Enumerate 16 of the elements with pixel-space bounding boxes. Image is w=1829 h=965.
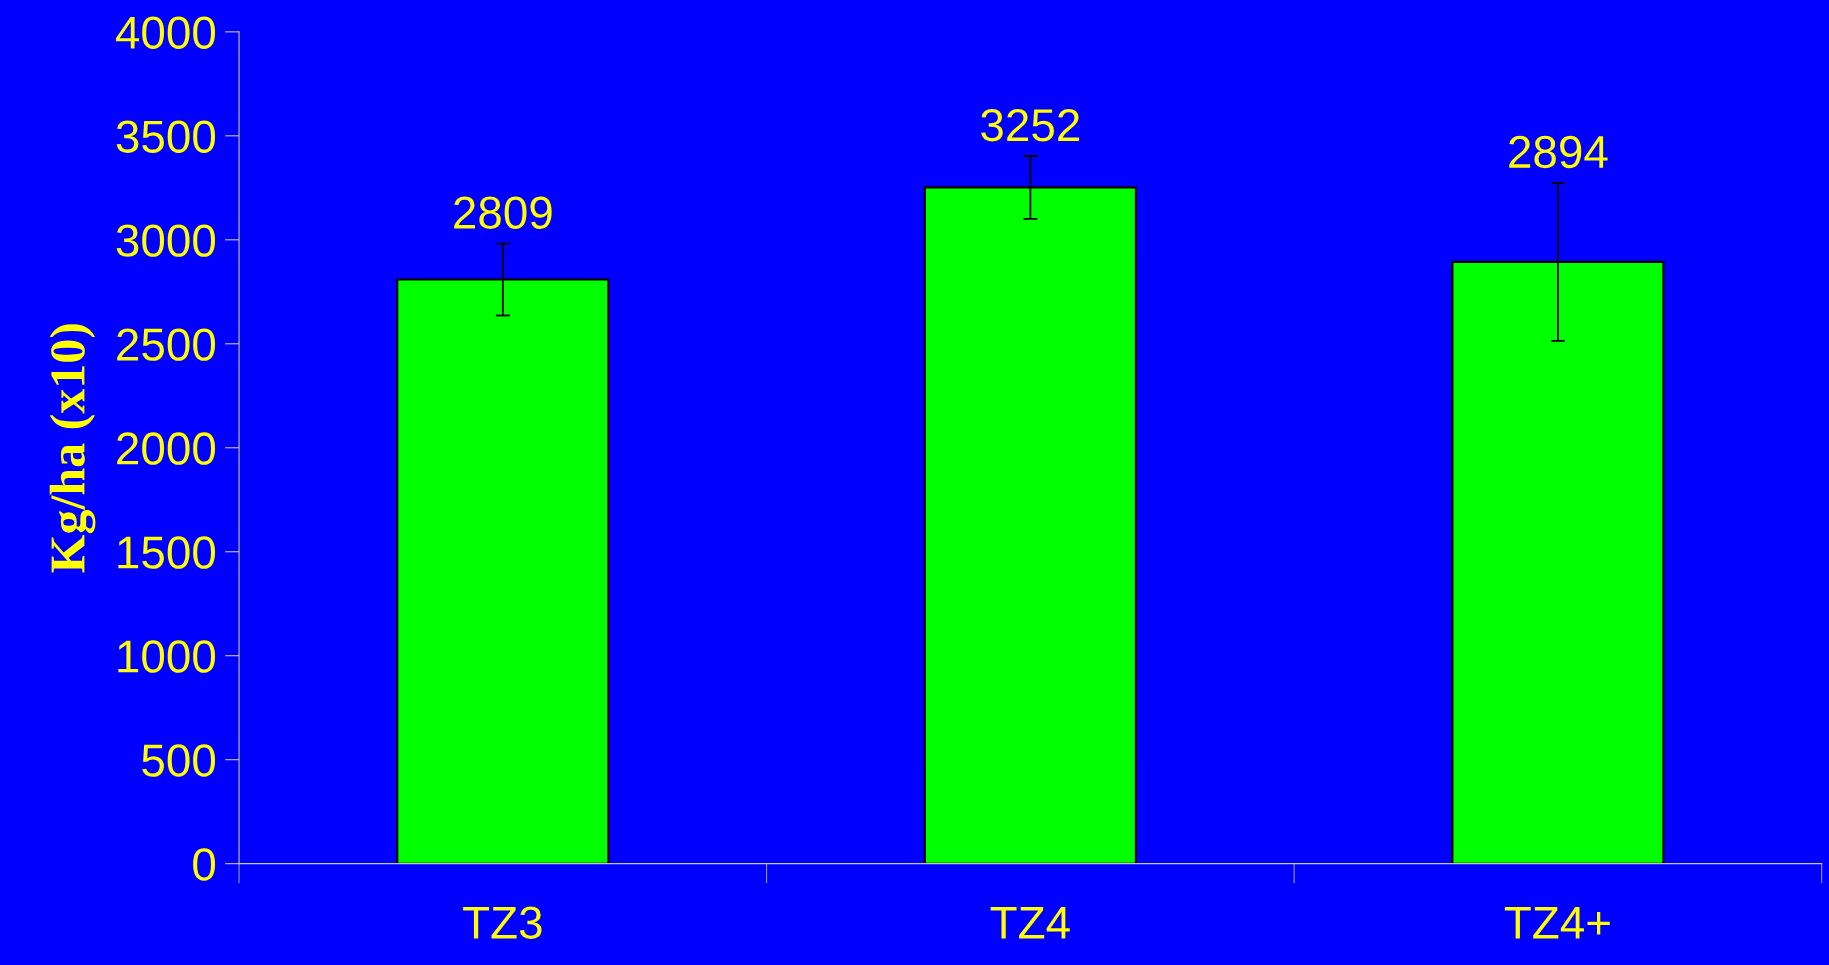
y-tick-label: 4000 — [115, 16, 216, 49]
y-tick-label: 1500 — [118, 536, 216, 569]
y-tick-label: 3000 — [116, 224, 216, 257]
x-tick-label: TZ4 — [990, 907, 1070, 939]
data-label: 2809 — [454, 196, 552, 229]
data-label: 3252 — [981, 108, 1080, 142]
y-tick-label: 1000 — [118, 640, 216, 673]
data-label: 2894 — [1509, 135, 1608, 169]
x-tick-label: TZ4+ — [1504, 907, 1610, 939]
y-tick-label: 2500 — [117, 328, 216, 361]
y-axis-title: Kg/ha (x10) — [49, 324, 96, 573]
x-tick-label: TZ3 — [463, 906, 542, 940]
y-tick-label: 0 — [193, 848, 216, 881]
y-tick-label: 500 — [142, 744, 216, 777]
y-tick-label: 3500 — [116, 120, 216, 153]
y-tick-label: 2000 — [117, 432, 216, 465]
